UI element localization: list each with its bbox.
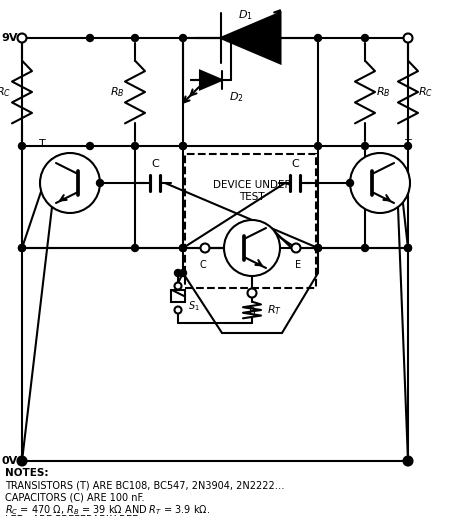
Text: E: E xyxy=(295,260,301,270)
Circle shape xyxy=(224,220,280,276)
Circle shape xyxy=(18,34,27,42)
Text: $R_T$: $R_T$ xyxy=(267,303,282,317)
Text: C: C xyxy=(151,159,159,169)
Circle shape xyxy=(228,35,234,41)
Circle shape xyxy=(361,245,369,251)
Text: $R_B$: $R_B$ xyxy=(376,85,390,99)
Circle shape xyxy=(175,307,181,314)
Text: C: C xyxy=(291,159,299,169)
Text: T: T xyxy=(39,139,45,149)
Text: $R_B$: $R_B$ xyxy=(110,85,124,99)
Circle shape xyxy=(175,282,181,289)
Circle shape xyxy=(96,180,104,186)
Circle shape xyxy=(18,458,26,464)
Circle shape xyxy=(361,35,369,41)
Circle shape xyxy=(315,245,321,251)
Circle shape xyxy=(18,458,26,464)
Polygon shape xyxy=(200,71,222,89)
Text: $D_2$: $D_2$ xyxy=(229,90,244,104)
Circle shape xyxy=(315,142,321,150)
Circle shape xyxy=(361,142,369,150)
Text: $R_C$: $R_C$ xyxy=(418,85,433,99)
Text: C: C xyxy=(200,260,207,270)
Circle shape xyxy=(350,153,410,213)
Circle shape xyxy=(405,245,411,251)
Circle shape xyxy=(86,35,94,41)
Text: B: B xyxy=(248,307,256,317)
Circle shape xyxy=(292,244,301,252)
Bar xyxy=(171,290,185,302)
Text: CAPACITORS (C) ARE 100 nF.: CAPACITORS (C) ARE 100 nF. xyxy=(5,492,144,502)
Text: 0V: 0V xyxy=(2,456,18,466)
Circle shape xyxy=(405,458,411,464)
Circle shape xyxy=(248,288,256,298)
Circle shape xyxy=(180,245,186,251)
Circle shape xyxy=(315,245,321,251)
Text: LEDs ARE PREFERABLY RED.: LEDs ARE PREFERABLY RED. xyxy=(5,515,143,516)
Text: T: T xyxy=(405,139,411,149)
Circle shape xyxy=(131,35,139,41)
Circle shape xyxy=(315,35,321,41)
Circle shape xyxy=(180,142,186,150)
Circle shape xyxy=(404,34,413,42)
Circle shape xyxy=(131,245,139,251)
Circle shape xyxy=(180,35,186,41)
Circle shape xyxy=(18,245,26,251)
Text: $R_C$ = 470 $\Omega$, $R_B$ = 39 k$\Omega$ AND $R_T$ = 3.9 k$\Omega$.: $R_C$ = 470 $\Omega$, $R_B$ = 39 k$\Omeg… xyxy=(5,503,210,516)
Circle shape xyxy=(404,457,413,465)
Polygon shape xyxy=(220,12,280,63)
Circle shape xyxy=(405,142,411,150)
Text: 9V: 9V xyxy=(1,33,18,43)
Circle shape xyxy=(40,153,100,213)
Circle shape xyxy=(180,269,186,277)
Circle shape xyxy=(405,245,411,251)
Circle shape xyxy=(131,142,139,150)
Bar xyxy=(185,154,316,288)
Circle shape xyxy=(346,180,354,186)
Text: $S_1$: $S_1$ xyxy=(188,299,200,313)
Circle shape xyxy=(18,142,26,150)
Circle shape xyxy=(86,142,94,150)
Text: $R_C$: $R_C$ xyxy=(0,85,12,99)
Circle shape xyxy=(180,245,186,251)
Text: TRANSISTORS (T) ARE BC108, BC547, 2N3904, 2N2222…: TRANSISTORS (T) ARE BC108, BC547, 2N3904… xyxy=(5,481,284,491)
Circle shape xyxy=(175,269,181,277)
Circle shape xyxy=(18,245,26,251)
Text: NOTES:: NOTES: xyxy=(5,468,49,478)
Text: $D_1$: $D_1$ xyxy=(238,8,253,22)
Text: DEVICE UNDER
TEST: DEVICE UNDER TEST xyxy=(213,180,291,202)
Circle shape xyxy=(405,458,411,464)
Circle shape xyxy=(201,244,210,252)
Circle shape xyxy=(180,142,186,150)
Circle shape xyxy=(18,457,27,465)
